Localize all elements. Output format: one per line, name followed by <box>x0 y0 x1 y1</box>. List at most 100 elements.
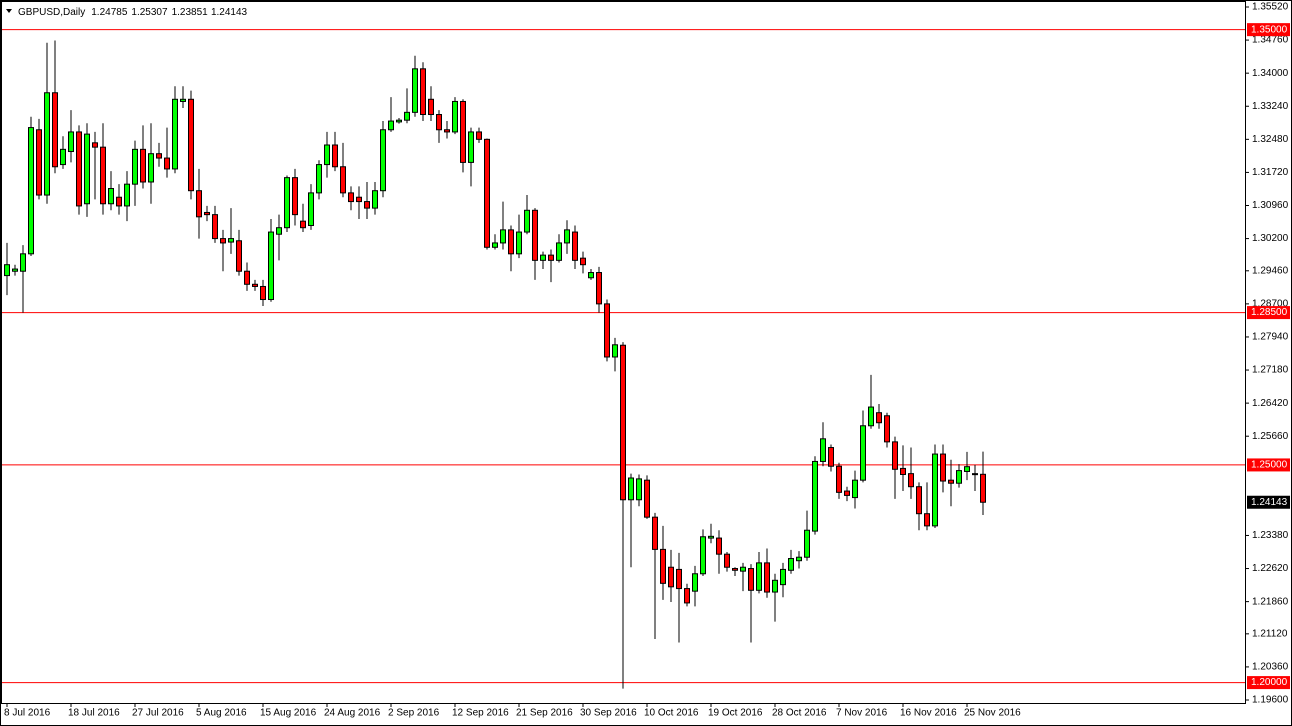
candle-body <box>692 573 698 592</box>
x-tick-label: 21 Sep 2016 <box>516 708 573 719</box>
candle-body <box>460 100 466 163</box>
candle-body <box>876 412 882 424</box>
candle-body <box>652 516 658 550</box>
x-tick-label: 5 Aug 2016 <box>196 708 247 719</box>
header-open: 1.24785 <box>91 7 128 18</box>
candle-body <box>52 92 58 168</box>
level-tag <box>1247 676 1290 690</box>
candle-body <box>260 285 266 301</box>
candle-body <box>44 92 50 196</box>
x-tick-label: 10 Oct 2016 <box>644 708 699 719</box>
candle-body <box>980 473 986 503</box>
candle-body <box>852 479 858 499</box>
candle-body <box>676 568 682 590</box>
candle-body <box>324 144 330 166</box>
symbol: GBPUSD,Daily <box>18 7 85 18</box>
candle-body <box>188 98 194 192</box>
candle-body <box>636 478 642 501</box>
candle-body <box>308 192 314 227</box>
candle-body <box>948 479 954 484</box>
candle-body <box>60 148 66 166</box>
y-tick-label: 1.28700 <box>1252 299 1289 310</box>
candle-body <box>668 566 674 588</box>
candle-body <box>276 227 282 235</box>
candle-body <box>20 253 26 272</box>
candle-body <box>868 406 874 427</box>
x-tick-label: 19 Oct 2016 <box>708 708 763 719</box>
candle-body <box>124 183 130 207</box>
level-tag-label: 1.20000 <box>1251 677 1288 688</box>
x-tick-label: 15 Aug 2016 <box>260 708 317 719</box>
candle-body <box>660 548 666 584</box>
candle-body <box>468 131 474 163</box>
menu-arrow[interactable] <box>6 9 12 13</box>
candle-body <box>252 283 258 287</box>
candle-body <box>412 68 418 113</box>
candle-body <box>492 242 498 248</box>
candle-body <box>596 272 602 305</box>
candle-body <box>212 214 218 240</box>
candle-body <box>140 148 146 183</box>
candle-body <box>748 568 754 591</box>
y-tick-label: 1.23380 <box>1252 530 1289 541</box>
candle-body <box>180 98 186 102</box>
candle-body <box>444 129 450 133</box>
y-tick-label: 1.32480 <box>1252 134 1289 145</box>
chart-header: GBPUSD,Daily 1.24785 1.25307 1.23851 1.24143 <box>18 7 248 18</box>
candle-body <box>924 513 930 527</box>
candle-body <box>724 553 730 568</box>
y-tick-label: 1.20360 <box>1252 662 1289 673</box>
candle-body <box>532 209 538 261</box>
x-tick-label: 8 Jul 2016 <box>4 708 51 719</box>
x-tick-label: 12 Sep 2016 <box>452 708 509 719</box>
candle-body <box>908 473 914 488</box>
candle-body <box>820 438 826 462</box>
plot-frame <box>1 1 1246 704</box>
candle-body <box>268 231 274 301</box>
candle-body <box>892 441 898 470</box>
candle-body <box>436 114 442 131</box>
price-tag-label: 1.24143 <box>1251 497 1288 508</box>
candle-body <box>116 196 122 207</box>
x-tick-label: 16 Nov 2016 <box>900 708 957 719</box>
candle-body <box>844 490 850 496</box>
candle-body <box>916 486 922 515</box>
candle-body <box>332 144 338 168</box>
candle-body <box>796 556 802 562</box>
candle-body <box>508 229 514 255</box>
header-high: 1.25307 <box>131 7 168 18</box>
candle-body <box>76 131 82 207</box>
y-tick-label: 1.25660 <box>1252 431 1289 442</box>
y-tick-label: 1.30200 <box>1252 233 1289 244</box>
candle-body <box>788 558 794 571</box>
candle-body <box>196 190 202 218</box>
candle-body <box>812 460 818 532</box>
candle-body <box>452 100 458 133</box>
x-tick-label: 18 Jul 2016 <box>68 708 120 719</box>
y-tick-label: 1.33240 <box>1252 101 1289 112</box>
candle-body <box>36 129 42 196</box>
candle-body <box>244 270 250 285</box>
candle-body <box>708 535 714 539</box>
y-tick-label: 1.21120 <box>1252 628 1288 639</box>
candle-body <box>780 568 786 586</box>
candle-body <box>804 529 810 558</box>
candle-body <box>500 229 506 244</box>
candle-body <box>860 425 866 481</box>
candle-body <box>388 120 394 131</box>
candle-body <box>732 568 738 571</box>
x-tick-label: 25 Nov 2016 <box>964 708 1021 719</box>
candle-body <box>964 466 970 472</box>
candle-body <box>756 562 762 591</box>
header-close: 1.24143 <box>211 7 248 18</box>
candle-body <box>932 453 938 527</box>
candle-body <box>220 238 226 244</box>
candle-body <box>348 192 354 203</box>
candle-body <box>148 153 154 183</box>
candle-body <box>380 129 386 192</box>
candle-body <box>84 133 90 205</box>
y-tick-label: 1.31720 <box>1252 167 1289 178</box>
candle-body <box>900 467 906 476</box>
level-tag-label: 1.35000 <box>1251 24 1288 35</box>
